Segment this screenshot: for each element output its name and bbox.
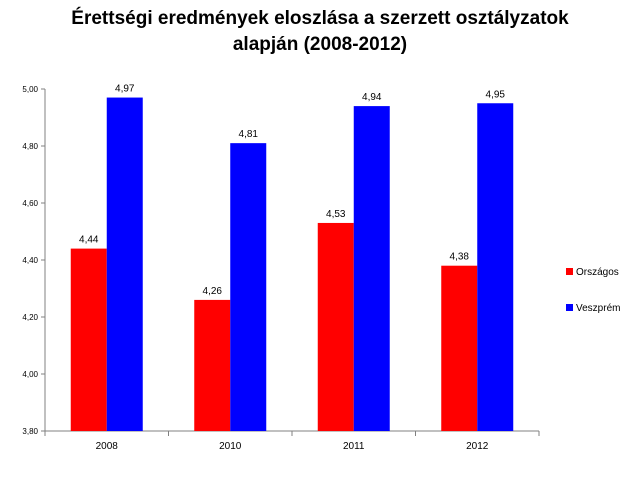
y-tick-label: 4,00: [22, 370, 38, 379]
y-tick-label: 4,80: [22, 142, 38, 151]
x-tick-label: 2010: [219, 441, 242, 452]
bar: [477, 103, 514, 431]
legend-swatch: [566, 268, 573, 275]
chart-title: Érettségi eredmények eloszlása a szerzet…: [0, 6, 640, 58]
bar: [70, 248, 107, 431]
legend-label: Országos: [576, 267, 619, 278]
x-tick-label: 2008: [96, 441, 119, 452]
legend-swatch: [566, 304, 573, 311]
y-tick-label: 4,40: [22, 256, 38, 265]
bar: [353, 106, 390, 431]
x-tick-label: 2011: [343, 441, 365, 452]
y-tick-label: 4,20: [22, 313, 38, 322]
chart-title-line-2: alapján (2008-2012): [232, 34, 408, 55]
y-tick-label: 4,60: [22, 199, 38, 208]
y-tick-label: 3,80: [22, 427, 38, 436]
bar: [230, 143, 267, 431]
data-label: 4,95: [486, 89, 506, 100]
chart-title-line-1: Érettségi eredmények eloszlása a szerzet…: [71, 8, 569, 29]
bar: [441, 265, 478, 431]
data-label: 4,81: [239, 129, 259, 140]
data-label: 4,44: [79, 235, 99, 246]
legend-label: Veszprém: [576, 303, 620, 314]
data-label: 4,26: [203, 286, 223, 297]
y-tick-label: 5,00: [22, 85, 38, 94]
bar: [317, 222, 354, 431]
data-label: 4,97: [115, 84, 135, 95]
bar: [106, 97, 143, 432]
x-tick-label: 2012: [466, 441, 489, 452]
bar: [194, 299, 231, 431]
data-label: 4,94: [362, 92, 382, 103]
data-label: 4,38: [450, 252, 470, 263]
data-label: 4,53: [326, 209, 346, 220]
